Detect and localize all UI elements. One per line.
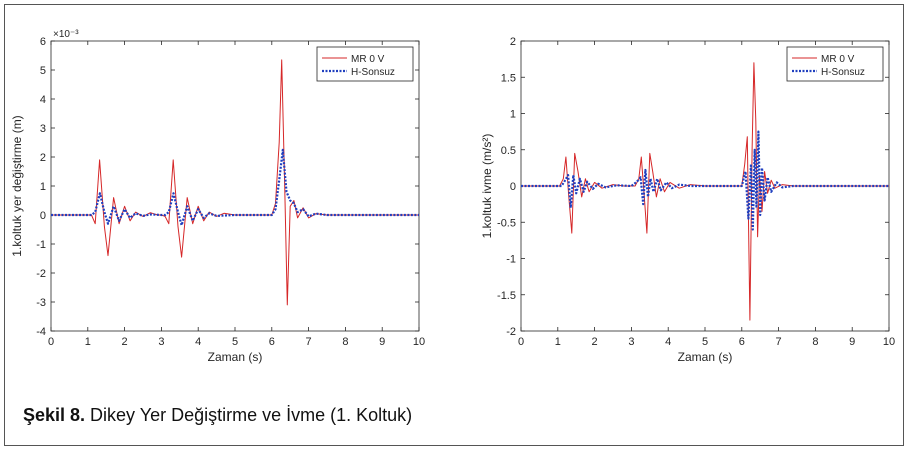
x-tick-label: 0 xyxy=(518,336,524,348)
y-tick-label: 1 xyxy=(40,181,46,193)
y-tick-label: 3 xyxy=(40,123,46,135)
caption-label: Şekil 8. xyxy=(23,405,86,425)
plot-area xyxy=(50,40,420,332)
y-tick-label: -1 xyxy=(506,254,516,266)
y-tick-label: 6 xyxy=(40,36,46,48)
y-tick-label: 2 xyxy=(40,152,46,164)
x-tick-label: 9 xyxy=(379,336,385,348)
legend-box xyxy=(786,46,884,82)
y-tick-label: -1 xyxy=(36,239,46,251)
x-axis-label: Zaman (s) xyxy=(208,350,263,364)
series-line-h-sonsuz xyxy=(521,130,889,231)
legend-label: MR 0 V xyxy=(821,54,855,65)
x-tick-label: 5 xyxy=(232,336,238,348)
x-tick-label: 7 xyxy=(776,336,782,348)
x-tick-label: 6 xyxy=(739,336,745,348)
y-tick-label: -4 xyxy=(36,326,46,338)
y-tick-label: 0 xyxy=(510,181,516,193)
x-tick-label: 5 xyxy=(702,336,708,348)
x-tick-label: 10 xyxy=(883,336,895,348)
y-tick-label: 4 xyxy=(40,94,46,106)
y-tick-label: 0.5 xyxy=(501,145,516,157)
y-tick-label: 0 xyxy=(40,210,46,222)
y-tick-label: 1.5 xyxy=(501,72,516,84)
legend-label: H-Sonsuz xyxy=(821,67,865,78)
x-tick-label: 2 xyxy=(592,336,598,348)
figure-frame: 0 1 2 3 4 5 6 7 8 9 10 -4 -3 -2 -1 0 1 2 3 4 5 6 Zaman (s) 1.ko… xyxy=(4,4,904,446)
y-tick-label: -3 xyxy=(36,297,46,309)
x-tick-label: 1 xyxy=(85,336,91,348)
x-tick-label: 10 xyxy=(413,336,425,348)
x-tick-label: 0 xyxy=(48,336,54,348)
x-tick-label: 7 xyxy=(306,336,312,348)
x-tick-label: 4 xyxy=(665,336,671,348)
x-tick-label: 8 xyxy=(342,336,348,348)
caption-text: Dikey Yer Değiştirme ve İvme (1. Koltuk) xyxy=(85,405,413,425)
y-tick-label: -0.5 xyxy=(497,217,516,229)
x-axis-label: Zaman (s) xyxy=(678,350,733,364)
y-axis-exponent: ×10⁻³ xyxy=(53,29,79,40)
displacement-chart: 0 1 2 3 4 5 6 7 8 9 10 -4 -3 -2 -1 0 1 2 3 4 5 6 Zaman (s) 1.ko… xyxy=(10,29,425,364)
y-tick-label: 1 xyxy=(510,109,516,121)
x-tick-label: 9 xyxy=(849,336,855,348)
y-tick-label: 2 xyxy=(510,36,516,48)
y-tick-label: -2 xyxy=(36,268,46,280)
legend-label: H-Sonsuz xyxy=(351,67,395,78)
y-tick-label: -2 xyxy=(506,326,516,338)
legend-box xyxy=(316,46,414,82)
legend-label: MR 0 V xyxy=(351,54,385,65)
y-tick-label: 5 xyxy=(40,65,46,77)
x-tick-label: 6 xyxy=(269,336,275,348)
x-tick-label: 4 xyxy=(195,336,201,348)
figure-caption: Şekil 8. Dikey Yer Değiştirme ve İvme (1… xyxy=(23,405,412,426)
y-axis-label: 1.koltuk yer değiştirme (m) xyxy=(10,115,24,256)
series-line-mr-0v xyxy=(521,62,889,321)
acceleration-chart: 0 1 2 3 4 5 6 7 8 9 10 -2 -1.5 -1 -0.5 0 0.5 1 1.5 2 Zaman (… xyxy=(480,36,895,364)
x-tick-label: 3 xyxy=(158,336,164,348)
x-tick-label: 8 xyxy=(812,336,818,348)
y-axis-label: 1.koltuk ivme (m/s²) xyxy=(480,134,494,239)
y-tick-label: -1.5 xyxy=(497,290,516,302)
x-tick-label: 2 xyxy=(122,336,128,348)
x-tick-label: 1 xyxy=(555,336,561,348)
x-tick-label: 3 xyxy=(628,336,634,348)
series-line-h-sonsuz xyxy=(51,148,419,227)
